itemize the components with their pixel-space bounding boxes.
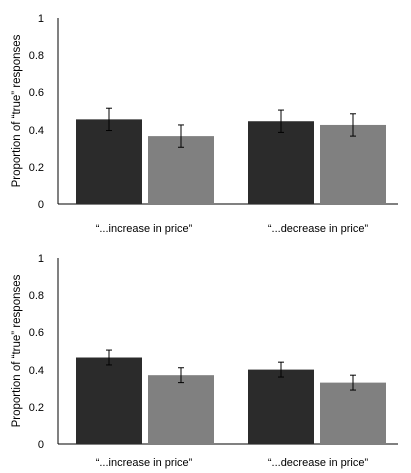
bar-group xyxy=(76,107,386,204)
y-tick-label: 0 xyxy=(38,439,44,451)
y-tick-label: 0.8 xyxy=(29,50,44,62)
y-tick-label: 0.2 xyxy=(29,402,44,414)
y-tick-label: 1 xyxy=(38,13,44,25)
bar xyxy=(248,369,314,444)
y-tick-label: 0.4 xyxy=(29,365,44,377)
bar xyxy=(148,375,214,444)
y-tick-label: 0.2 xyxy=(29,162,44,174)
y-tick-label: 0.8 xyxy=(29,290,44,302)
y-axis-label: Proportion of “true” responses xyxy=(11,34,23,187)
y-tick-label: 1 xyxy=(38,253,44,265)
y-axis-label: Proportion of “true” responses xyxy=(11,274,23,427)
x-category-label: “...increase in price” xyxy=(96,223,193,235)
bar xyxy=(76,119,142,204)
bar xyxy=(320,382,386,444)
x-category-label: “...decrease in price” xyxy=(268,223,369,235)
y-tick-label: 0 xyxy=(38,199,44,211)
bar xyxy=(76,357,142,444)
y-tick-label: 0.4 xyxy=(29,125,44,137)
x-category-label: “...decrease in price” xyxy=(268,457,369,469)
bar xyxy=(320,124,386,204)
chart-top: Proportion of “true” responses 0 0.2 0.4… xyxy=(11,13,398,235)
bar xyxy=(248,121,314,204)
y-tick-label: 0.6 xyxy=(29,87,44,99)
chart-bottom: Proportion of “true” responses 0 0.2 0.4… xyxy=(11,253,398,469)
bar-group xyxy=(76,349,386,444)
x-category-label: “...increase in price” xyxy=(96,457,193,469)
y-tick-label: 0.6 xyxy=(29,327,44,339)
